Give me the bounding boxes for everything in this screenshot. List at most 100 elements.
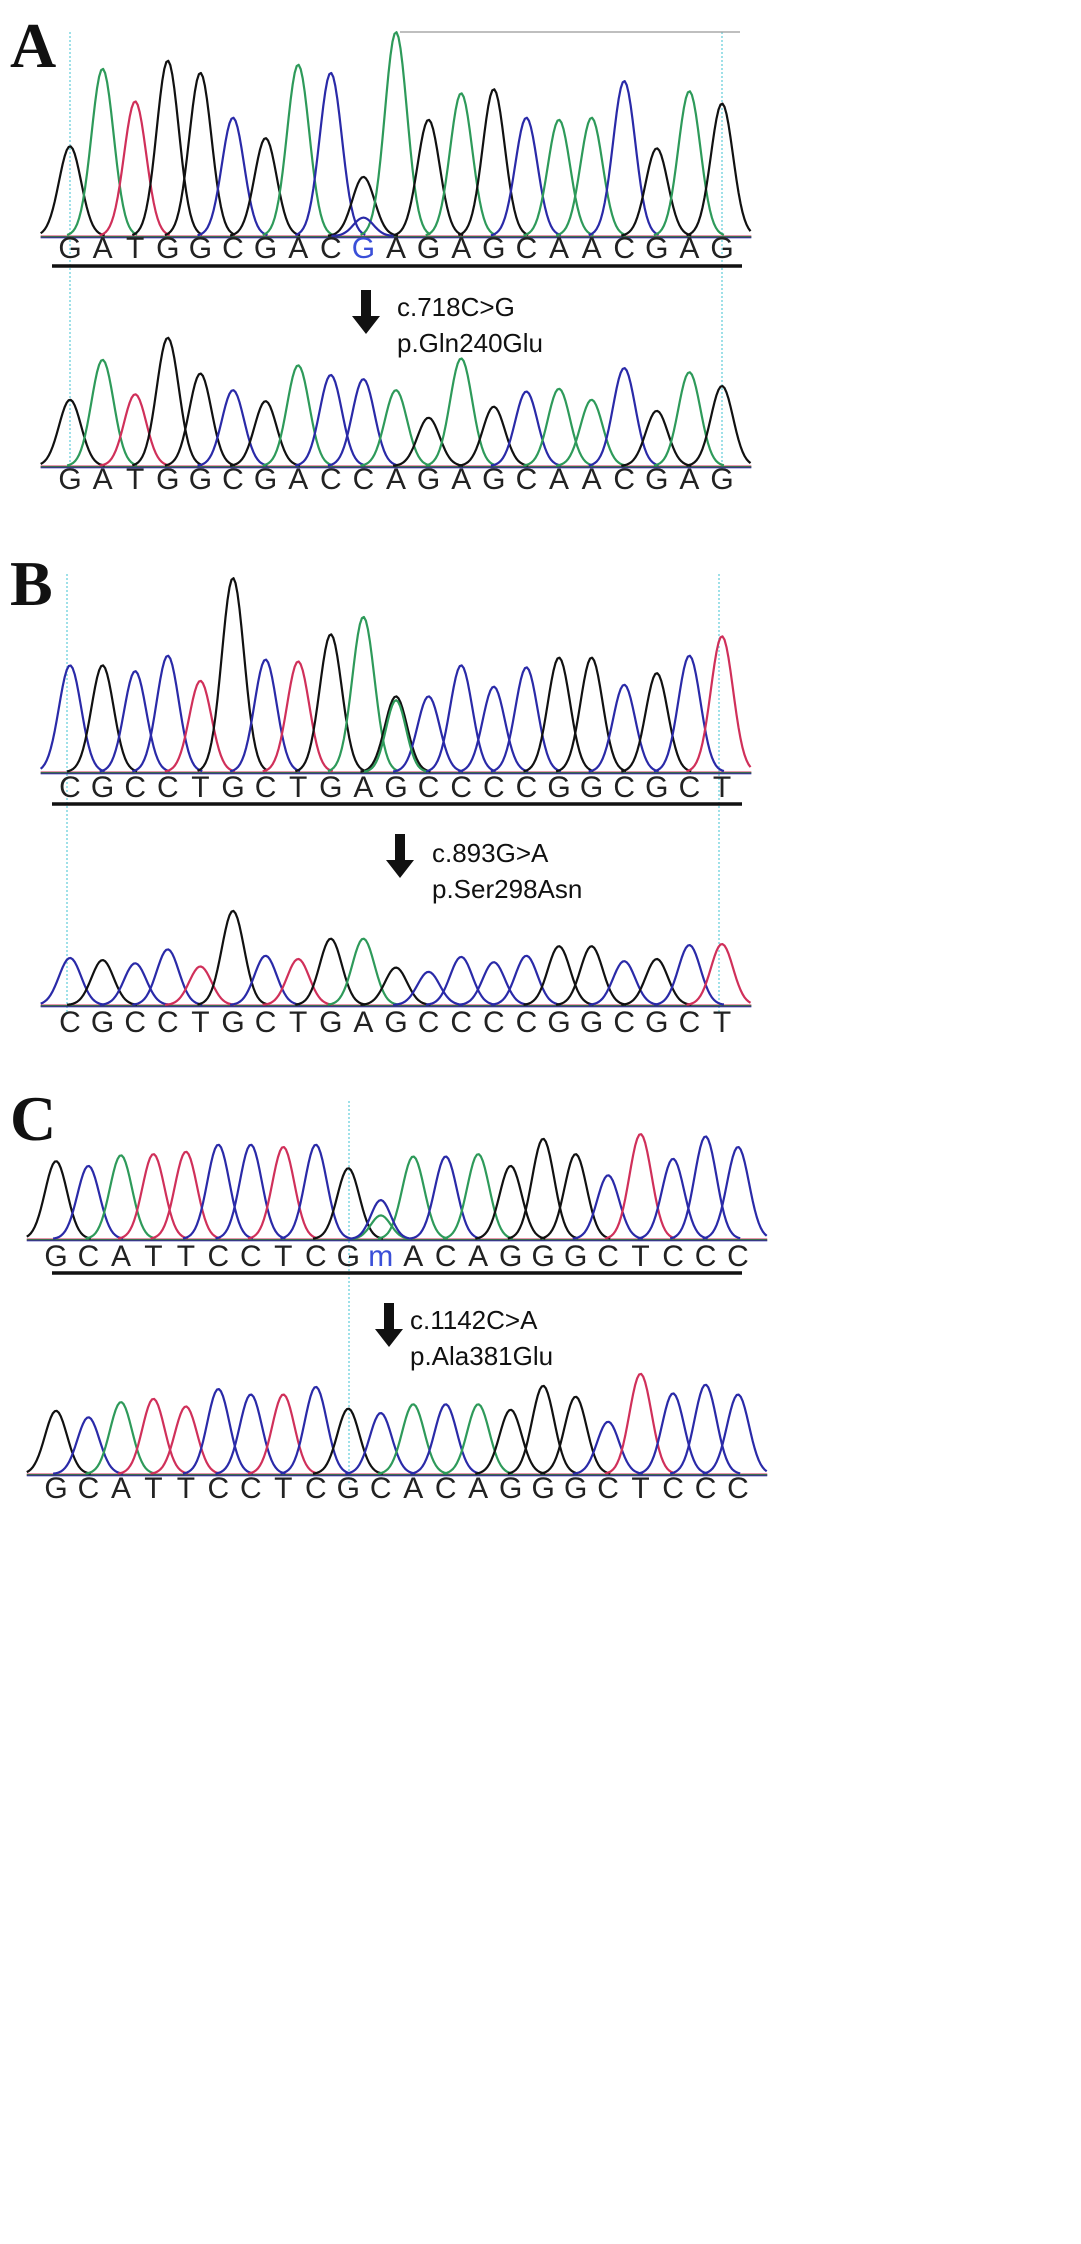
panel-a-track-1-base-call: C — [613, 232, 635, 265]
panel-a-track-1-base-call: A — [93, 232, 113, 265]
panel-c-track-2-base-call: C — [662, 1472, 684, 1505]
panel-a-track-2-base-call: G — [645, 463, 668, 496]
panel-c-track-2-peak-3 — [85, 1401, 156, 1475]
panel-c-track-2-peak-12 — [377, 1403, 449, 1475]
panel-a-track-2-peak-18 — [588, 367, 659, 467]
panel-c-track-1-peak-22 — [702, 1146, 768, 1240]
panel-b-track-1-peak-7 — [229, 658, 301, 773]
panel-b-track-2-peak-6 — [197, 909, 268, 1006]
panel-b-track-2-peak-3 — [99, 962, 170, 1006]
panel-a-track-1-peak-19 — [621, 147, 692, 237]
panel-b-track-2-peak-9 — [295, 937, 366, 1006]
panel-a-track-2-base-call: A — [549, 463, 569, 496]
mutation-protein-c: p.Ala381Glu — [410, 1341, 553, 1371]
panel-a-track-2-base-call: G — [189, 463, 212, 496]
mutation-cdna-c: c.1142C>A — [410, 1305, 538, 1335]
panel-b-track-1-base-call: C — [613, 771, 635, 804]
panel-c-track-1-peak-13 — [410, 1155, 481, 1240]
panel-c-track-2-base-call: A — [111, 1472, 131, 1505]
panel-b-track-1-peak-15 — [490, 666, 562, 773]
panel-b-track-2-base-call: C — [59, 1006, 81, 1039]
mutation-protein-a: p.Gln240Glu — [397, 328, 543, 358]
panel-b-track-2-base-call: T — [713, 1006, 731, 1039]
panel-c-track-2-peak-16 — [507, 1384, 579, 1475]
panel-c-track-2-peak-19 — [604, 1372, 676, 1475]
panel-a-track-2-base-call: G — [254, 463, 277, 496]
panel-c-track-2-base-call: A — [468, 1472, 488, 1505]
panel-c-track-2-base-call: G — [564, 1472, 587, 1505]
panel-c-track-2-peak-14 — [442, 1403, 514, 1475]
panel-b-track-2-base-call: C — [450, 1006, 472, 1039]
panel-b-track-1-peak-2 — [66, 664, 138, 773]
panel-b-track-2-peak-19 — [621, 957, 692, 1006]
panel-b-track-2-base-call: A — [353, 1006, 373, 1039]
panel-b-track-1-peak-4 — [132, 654, 203, 773]
panel-c-track-1-peak-20 — [637, 1157, 708, 1240]
panel-a-track-2-peak-6 — [197, 389, 268, 467]
panel-b-track-2-peak-18 — [588, 960, 659, 1006]
panel-c-track-2-base-call: C — [370, 1472, 392, 1505]
panel-a-track-2-peak-21 — [686, 385, 752, 467]
panel-c-track-2-base-call: G — [337, 1472, 360, 1505]
panel-b-track-1-peak-9 — [294, 633, 366, 773]
panel-a-track-1-base-call: A — [288, 232, 308, 265]
panel-a-track-2-peak-5 — [164, 372, 236, 467]
panel-a-track-2-peak-16 — [523, 387, 594, 467]
panel-a-track-2-base-call: C — [320, 463, 342, 496]
panel-b-track-2-base-call: C — [124, 1006, 146, 1039]
panel-a-track-2-peak-9 — [295, 373, 366, 467]
panel-c-track-1-base-call: C — [435, 1240, 457, 1273]
panel-a-track-2-peak-3 — [99, 393, 170, 467]
panel-b-track-1-peak-13 — [425, 664, 497, 773]
panel-b-track-1-peak-20 — [653, 654, 725, 773]
panel-b-track-2-base-call: C — [157, 1006, 179, 1039]
panel-a-track-2-peak-8 — [262, 364, 334, 467]
panel-a-track-2-base-call: A — [288, 463, 308, 496]
panel-c-track-2-peak-5 — [150, 1405, 221, 1475]
panel-a-track-1-base-call: A — [451, 232, 471, 265]
panel-b-track-2-base-call: C — [483, 1006, 505, 1039]
panel-b-track-2-base-call: T — [289, 1006, 307, 1039]
panel-b-track-1-peak-17 — [555, 656, 627, 773]
panel-b-track-2-base-call: C — [613, 1006, 635, 1039]
panel-b-track-1-peak-18 — [588, 683, 659, 773]
panel-b-track-1-peak-3 — [99, 670, 171, 773]
panel-a-track-2-base-call: G — [58, 463, 81, 496]
panel-a-track-2-base-call: G — [417, 463, 440, 496]
panel-b-track-1-base-call: G — [645, 771, 668, 804]
panel-c-track-1-peak-8 — [247, 1146, 319, 1240]
panel-a-track-2-base-call: C — [613, 463, 635, 496]
panel-b-track-1-base-call: G — [221, 771, 244, 804]
panel-a-track-1-peak-5 — [164, 71, 236, 237]
panel-c-track-1-base-call: C — [662, 1240, 684, 1273]
panel-a-track-2-base-call: C — [353, 463, 375, 496]
panel-a-track-1-base-call: G — [189, 232, 212, 265]
panel-c-track-1-peak-10 — [312, 1167, 384, 1240]
panel-c-track-1-base-call: T — [144, 1240, 162, 1273]
panel-a-track-1-peak-8 — [262, 63, 334, 237]
panel-c-track-2-base-call: A — [403, 1472, 423, 1505]
panel-b-track-2-base-call: G — [580, 1006, 603, 1039]
panel-a-track-1-base-call: G — [254, 232, 277, 265]
panel-c-track-2-peak-10 — [312, 1407, 384, 1475]
panel-a-track-2-base-call: C — [516, 463, 538, 496]
panel-c-track-1-peak-3 — [85, 1154, 156, 1240]
panel-c-track-2-peak-20 — [637, 1392, 708, 1475]
panel-b-track-2-peak-7 — [229, 954, 301, 1006]
panel-a-track-1-peak-15 — [490, 116, 562, 237]
panel-a-track-1-peak-9 — [294, 71, 366, 237]
panel-a-track-2-base-call: G — [482, 463, 505, 496]
panel-a-track-2-base-call: C — [222, 463, 244, 496]
panel-b-track-1-base-call: G — [91, 771, 114, 804]
panel-c-track-1-peak-16 — [507, 1137, 579, 1240]
panel-b-track-1-base-call: T — [713, 771, 731, 804]
panel-b-track-2-base-call: G — [384, 1006, 407, 1039]
panel-a-track-1-base-call: G — [482, 232, 505, 265]
panel-a-track-1-base-call: G — [352, 232, 375, 265]
panel-b-track-2-peak-17 — [555, 945, 627, 1006]
panel-b-track-2-base-call: G — [221, 1006, 244, 1039]
panel-b-track-1-overlap-peak-1 — [363, 698, 427, 773]
mutation-protein-b: p.Ser298Asn — [432, 874, 582, 904]
panel-a-track-2-base-call: A — [679, 463, 699, 496]
panel-c-track-1-ambiguous-peak — [348, 1198, 412, 1240]
